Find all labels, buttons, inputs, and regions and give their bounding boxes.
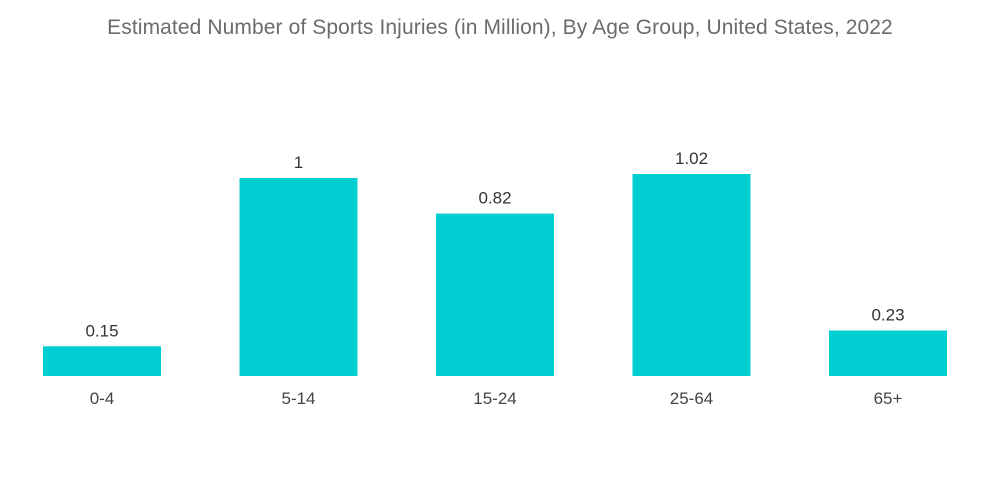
- bar-0-4: [43, 346, 161, 376]
- value-label-65+: 0.23: [871, 306, 904, 325]
- bar-5-14: [239, 178, 358, 376]
- x-tick-label-5-14: 5-14: [281, 389, 315, 408]
- value-label-5-14: 1: [294, 153, 303, 172]
- bar-15-24: [436, 213, 554, 376]
- value-label-0-4: 0.15: [85, 321, 118, 340]
- x-tick-label-0-4: 0-4: [90, 389, 115, 408]
- x-tick-label-65+: 65+: [874, 389, 903, 408]
- bar-25-64: [632, 174, 751, 376]
- value-label-25-64: 1.02: [675, 149, 708, 168]
- bar-65+: [829, 330, 947, 376]
- chart-title: Estimated Number of Sports Injuries (in …: [107, 16, 893, 39]
- value-label-15-24: 0.82: [478, 189, 511, 208]
- x-tick-label-15-24: 15-24: [473, 389, 516, 408]
- x-tick-label-25-64: 25-64: [670, 389, 713, 408]
